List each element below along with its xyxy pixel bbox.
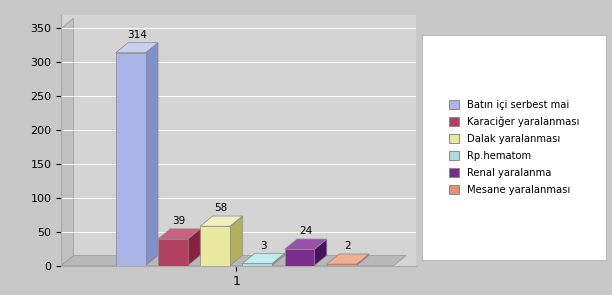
Text: 2: 2 xyxy=(345,241,351,251)
Polygon shape xyxy=(242,253,285,263)
Legend: Batın içi serbest mai, Karaciğer yaralanması, Dalak yaralanması, Rp.hematom, Ren: Batın içi serbest mai, Karaciğer yaralan… xyxy=(444,95,584,200)
Polygon shape xyxy=(285,249,315,266)
Polygon shape xyxy=(158,229,200,239)
Polygon shape xyxy=(357,254,369,266)
Polygon shape xyxy=(116,42,158,53)
Polygon shape xyxy=(327,254,369,264)
Polygon shape xyxy=(200,216,242,226)
Polygon shape xyxy=(230,216,242,266)
Text: 3: 3 xyxy=(260,241,267,250)
Text: 58: 58 xyxy=(215,203,228,213)
Polygon shape xyxy=(116,53,146,266)
Polygon shape xyxy=(285,239,327,249)
Polygon shape xyxy=(61,255,406,266)
Polygon shape xyxy=(315,239,327,266)
Text: 24: 24 xyxy=(299,226,312,236)
Text: 314: 314 xyxy=(127,30,147,40)
Polygon shape xyxy=(188,229,200,266)
Polygon shape xyxy=(327,264,357,266)
Polygon shape xyxy=(158,239,188,266)
Polygon shape xyxy=(61,18,73,266)
Polygon shape xyxy=(272,253,285,266)
Polygon shape xyxy=(146,42,158,266)
Text: 39: 39 xyxy=(173,216,185,226)
Polygon shape xyxy=(200,226,230,266)
Polygon shape xyxy=(242,263,272,266)
